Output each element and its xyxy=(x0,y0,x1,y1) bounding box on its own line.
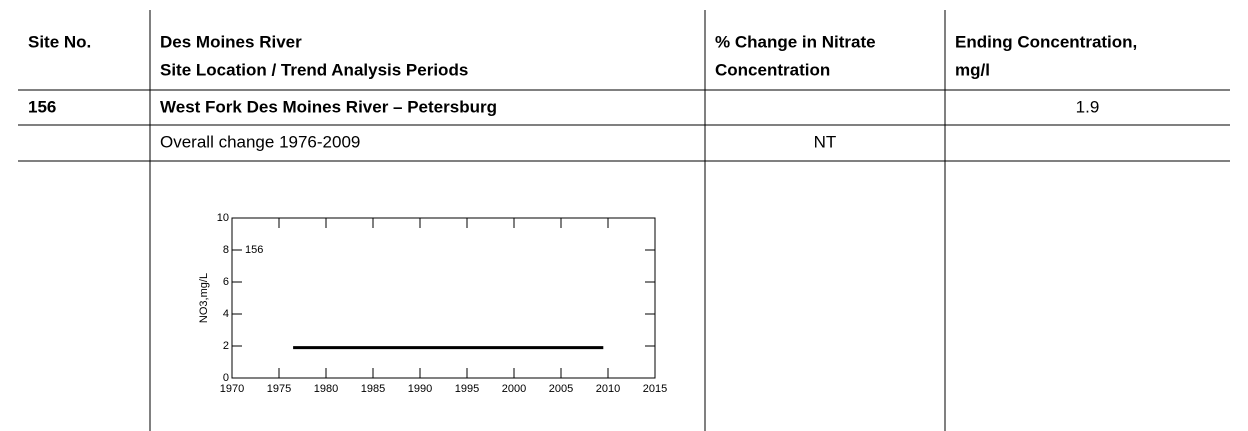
table-cell: West Fork Des Moines River – Petersburg xyxy=(160,97,497,116)
x-tick-label: 1985 xyxy=(361,383,385,395)
y-tick-label: 4 xyxy=(223,308,229,320)
y-tick-label: 6 xyxy=(223,276,229,288)
x-tick-label: 1980 xyxy=(314,383,338,395)
table-cell: NT xyxy=(814,132,837,151)
header-cell: Site Location / Trend Analysis Periods xyxy=(160,60,468,79)
x-tick-label: 1995 xyxy=(455,383,479,395)
header-cell: % Change in Nitrate xyxy=(715,32,876,51)
table-rules xyxy=(18,10,1230,431)
x-tick-label: 2005 xyxy=(549,383,573,395)
table-cell: 156 xyxy=(28,97,56,116)
header-cell: Ending Concentration, xyxy=(955,32,1137,51)
header-cell: Des Moines River xyxy=(160,32,302,51)
table-cell: Overall change 1976-2009 xyxy=(160,132,360,151)
x-tick-label: 1970 xyxy=(220,383,244,395)
y-tick-label: 0 xyxy=(223,372,229,384)
annotation: 156 xyxy=(245,244,263,256)
x-tick-label: 2015 xyxy=(643,383,667,395)
x-tick-label: 2000 xyxy=(502,383,526,395)
y-tick-label: 8 xyxy=(223,244,229,256)
plot-frame xyxy=(231,217,656,379)
y-tick-label: 2 xyxy=(223,340,229,352)
x-tick-label: 1990 xyxy=(408,383,432,395)
x-tick-label: 1975 xyxy=(267,383,291,395)
y-tick-label: 10 xyxy=(217,212,229,224)
x-tick-label: 2010 xyxy=(596,383,620,395)
header-cell: mg/l xyxy=(955,60,990,79)
y-axis-label: NO3,mg/L xyxy=(198,273,210,323)
table-cell: 1.9 xyxy=(1076,97,1100,116)
header-cell: Site No. xyxy=(28,32,91,51)
header-cell: Concentration xyxy=(715,60,830,79)
